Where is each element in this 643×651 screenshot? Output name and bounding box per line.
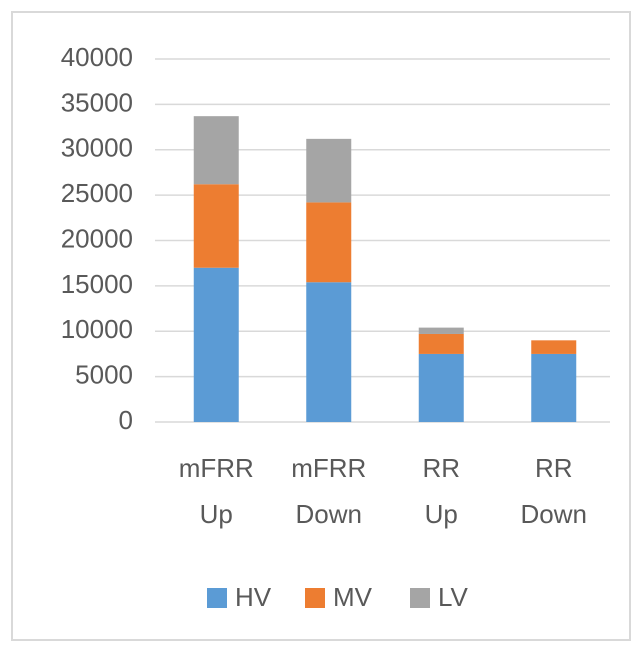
y-tick-label: 20000 bbox=[61, 223, 133, 253]
bar-segment bbox=[531, 340, 577, 354]
y-tick-label: 5000 bbox=[75, 360, 133, 390]
y-tick-label: 40000 bbox=[61, 42, 133, 72]
legend-label: LV bbox=[438, 582, 469, 612]
y-tick-label: 15000 bbox=[61, 269, 133, 299]
legend-swatch bbox=[410, 588, 430, 608]
bar-segment bbox=[193, 116, 239, 185]
bar-segment bbox=[418, 353, 464, 422]
bar-segment bbox=[418, 327, 464, 334]
bar-segment bbox=[193, 184, 239, 268]
y-tick-label: 10000 bbox=[61, 314, 133, 344]
legend-swatch bbox=[207, 588, 227, 608]
x-tick-label: mFRR Down bbox=[291, 453, 366, 529]
x-tick-label: RR Down bbox=[521, 453, 587, 529]
bar-segment bbox=[306, 202, 352, 283]
y-tick-label: 30000 bbox=[61, 133, 133, 163]
bar-segment bbox=[306, 282, 352, 422]
legend-label: HV bbox=[235, 582, 272, 612]
y-tick-label: 25000 bbox=[61, 178, 133, 208]
x-tick-label: mFRR Up bbox=[179, 453, 254, 529]
bar-segment bbox=[193, 267, 239, 422]
bar-segment bbox=[306, 138, 352, 203]
bar-segment bbox=[418, 333, 464, 354]
bar-segment bbox=[531, 353, 577, 422]
legend-swatch bbox=[305, 588, 325, 608]
x-tick-label: RR Up bbox=[422, 453, 460, 529]
y-tick-label: 0 bbox=[119, 405, 133, 435]
y-tick-label: 35000 bbox=[61, 87, 133, 117]
legend-label: MV bbox=[333, 582, 373, 612]
